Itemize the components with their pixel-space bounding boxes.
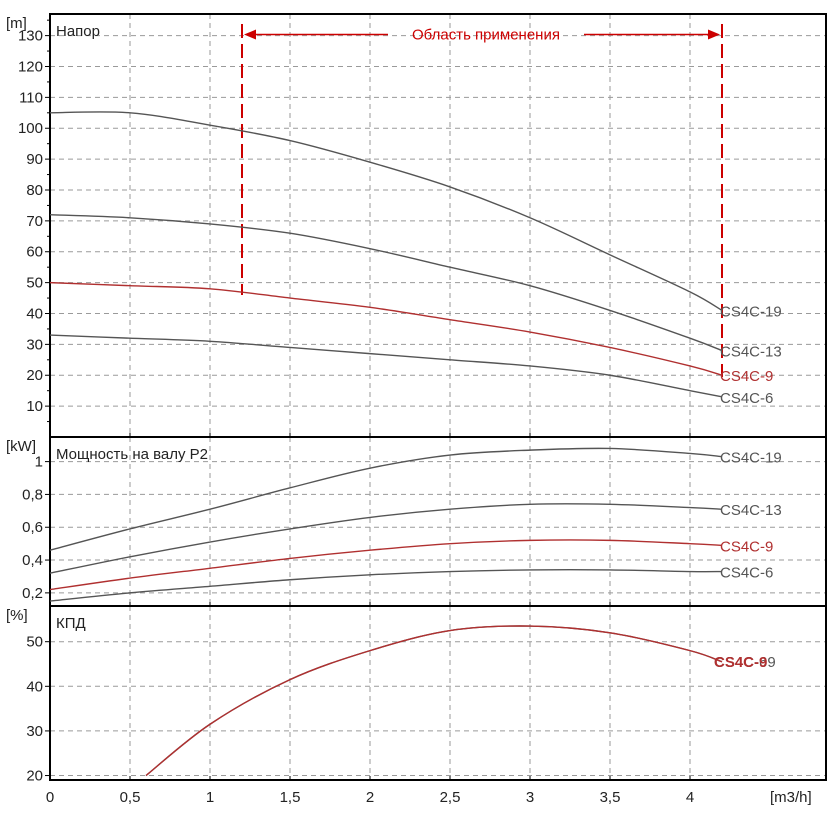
- panel-title: Мощность на валу P2: [56, 446, 208, 463]
- series-label: CS4C-19: [720, 303, 782, 320]
- panel-frame: [49, 13, 827, 438]
- y-unit-label: [m]: [6, 15, 27, 32]
- y-tick-label: 40: [26, 678, 43, 695]
- y-tick-label: 90: [26, 151, 43, 168]
- y-tick-label: 0,2: [22, 585, 43, 602]
- range-label: Область применения: [412, 27, 560, 44]
- series-label: CS4C-9: [714, 654, 767, 671]
- range-arrow-head-right: [708, 29, 720, 40]
- curve-cs4c-19: [49, 111, 723, 312]
- y-tick-label: 30: [26, 336, 43, 353]
- curve-cs4c-6: [49, 334, 723, 398]
- x-tick-label: 4: [686, 789, 694, 806]
- curve-cs4c-13: [49, 213, 723, 352]
- x-tick-label: 0: [46, 789, 54, 806]
- curve-cs4c-13: [49, 503, 723, 574]
- series-label-overlapped: CS4C-69: [714, 654, 776, 671]
- y-tick-label: 0,4: [22, 552, 43, 569]
- panel-title: Напор: [56, 23, 100, 40]
- y-tick-label: 50: [26, 634, 43, 651]
- y-tick-label: 130: [18, 28, 43, 45]
- x-tick-label: 3: [526, 789, 534, 806]
- x-axis-label: [m3/h]: [770, 789, 812, 806]
- series-label: CS4C-13: [720, 344, 782, 361]
- y-tick-label: 60: [26, 244, 43, 261]
- x-tick-label: 1: [206, 789, 214, 806]
- y-tick-label: 10: [26, 398, 43, 415]
- panel-frame: [49, 605, 827, 781]
- y-tick-label: 80: [26, 182, 43, 199]
- series-label: CS4C-9: [720, 538, 773, 555]
- range-arrow-head-left: [244, 29, 256, 40]
- marks-layer: [49, 24, 723, 777]
- curve-cs4c-9: [49, 281, 723, 376]
- curve-cs4c-9: [145, 625, 723, 777]
- y-tick-label: 0,8: [22, 486, 43, 503]
- y-tick-label: 70: [26, 213, 43, 230]
- x-tick-label: 0,5: [120, 789, 141, 806]
- x-tick-label: 1,5: [280, 789, 301, 806]
- panel-title: КПД: [56, 615, 86, 632]
- x-tick-label: 2,5: [440, 789, 461, 806]
- y-tick-label: 40: [26, 305, 43, 322]
- series-label: CS4C-6: [720, 565, 773, 582]
- curve-cs4c-6: [145, 625, 723, 777]
- x-tick-label: 3,5: [600, 789, 621, 806]
- series-label: CS4C-6: [720, 390, 773, 407]
- y-tick-label: 20: [26, 367, 43, 384]
- y-tick-label: 100: [18, 120, 43, 137]
- y-tick-label: 120: [18, 58, 43, 75]
- y-tick-label: 30: [26, 723, 43, 740]
- curve-cs4c-9: [49, 539, 723, 591]
- x-tick-label: 2: [366, 789, 374, 806]
- series-label: CS4C-9: [720, 368, 773, 385]
- y-tick-label: 50: [26, 275, 43, 292]
- y-tick-label: 110: [19, 89, 43, 106]
- y-unit-label: [%]: [6, 607, 28, 624]
- y-tick-label: 1: [35, 454, 43, 471]
- y-tick-label: 0,6: [22, 519, 43, 536]
- grid-layer: [45, 13, 827, 781]
- curve-cs4c-6: [49, 569, 723, 602]
- series-label: CS4C-19: [720, 450, 782, 467]
- curve-cs4c-19: [49, 447, 723, 551]
- y-unit-label: [kW]: [6, 438, 36, 455]
- series-label: CS4C-13: [720, 502, 782, 519]
- y-tick-label: 20: [26, 768, 43, 785]
